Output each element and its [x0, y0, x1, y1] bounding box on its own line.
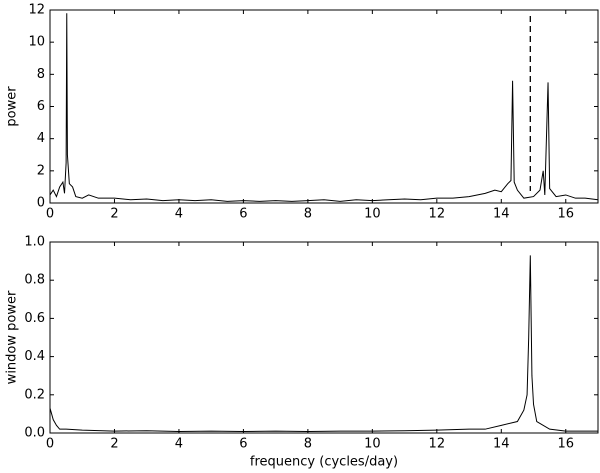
- x-tick-label: 14: [493, 437, 510, 452]
- x-tick-label: 2: [110, 437, 118, 452]
- x-tick-label: 12: [429, 437, 446, 452]
- x-tick-label: 4: [175, 437, 183, 452]
- y-tick-label: 1.0: [24, 235, 45, 250]
- x-tick-label: 8: [304, 207, 312, 222]
- y-tick-label: 2: [37, 163, 45, 178]
- y-axis-label: power: [5, 86, 20, 127]
- axes-frame: [49, 9, 599, 204]
- x-tick-label: 2: [110, 207, 118, 222]
- x-tick-label: 6: [239, 437, 247, 452]
- x-tick-label: 8: [304, 437, 312, 452]
- y-tick-label: 0.8: [24, 273, 45, 288]
- x-tick-label: 12: [429, 207, 446, 222]
- x-tick-label: 4: [175, 207, 183, 222]
- spectrum-line: [49, 255, 598, 432]
- x-tick-label: 16: [557, 207, 574, 222]
- y-tick-label: 0.2: [24, 387, 45, 402]
- x-tick-label: 10: [364, 207, 381, 222]
- x-tick-label: 0: [46, 437, 54, 452]
- x-tick-label: 10: [364, 437, 381, 452]
- y-tick-label: 0.0: [24, 426, 45, 441]
- y-tick-label: 8: [37, 67, 45, 82]
- axes-frame: [49, 241, 599, 434]
- y-tick-label: 4: [37, 131, 45, 146]
- x-axis-label: frequency (cycles/day): [250, 455, 398, 470]
- x-tick-label: 0: [46, 207, 54, 222]
- x-tick-label: 6: [239, 207, 247, 222]
- x-tick-label: 16: [557, 437, 574, 452]
- y-tick-label: 6: [37, 99, 45, 114]
- y-tick-label: 10: [28, 35, 45, 50]
- spectrum-line: [49, 13, 599, 202]
- y-tick-label: 0.6: [24, 311, 45, 326]
- x-tick-label: 14: [493, 207, 510, 222]
- y-tick-label: 0: [37, 196, 45, 211]
- y-tick-label: 12: [28, 3, 45, 18]
- y-tick-label: 0.4: [24, 349, 45, 364]
- y-axis-label: window power: [5, 290, 20, 384]
